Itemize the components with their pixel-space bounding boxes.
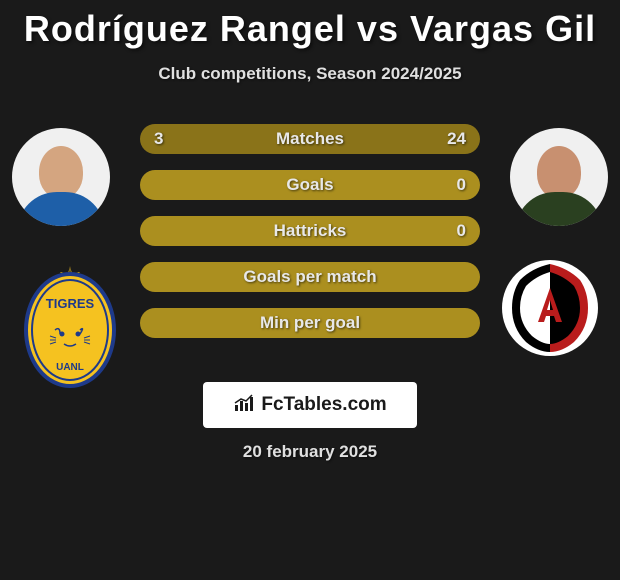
player-left-avatar: [12, 128, 110, 226]
stat-label: Matches: [276, 129, 344, 149]
comparison-subtitle: Club competitions, Season 2024/2025: [0, 64, 620, 84]
avatar-head: [39, 146, 83, 198]
stat-label: Hattricks: [274, 221, 347, 241]
stat-bar-hattricks: Hattricks 0: [140, 216, 480, 246]
svg-text:TIGRES: TIGRES: [46, 296, 95, 311]
stat-bar-matches: 3 Matches 24: [140, 124, 480, 154]
stat-right-value: 0: [457, 175, 466, 195]
stat-bar-goals-per-match: Goals per match: [140, 262, 480, 292]
stat-label: Min per goal: [260, 313, 360, 333]
avatar-head: [537, 146, 581, 198]
stat-right-value: 0: [457, 221, 466, 241]
avatar-body: [17, 192, 105, 226]
footer-brand-logo: FcTables.com: [203, 382, 417, 428]
stat-bar-min-per-goal: Min per goal: [140, 308, 480, 338]
stat-right-value: 24: [447, 129, 466, 149]
stat-left-value: 3: [154, 129, 163, 149]
comparison-title: Rodríguez Rangel vs Vargas Gil: [0, 0, 620, 50]
stat-bar-goals: Goals 0: [140, 170, 480, 200]
chart-icon: [233, 393, 257, 418]
stat-label: Goals per match: [243, 267, 376, 287]
club-right-logo: [500, 258, 600, 388]
club-left-logo: TIGRES UANL: [20, 258, 120, 388]
avatar-body: [515, 192, 603, 226]
stat-label: Goals: [286, 175, 333, 195]
player-right-avatar: [510, 128, 608, 226]
comparison-date: 20 february 2025: [243, 442, 377, 462]
stat-bars-container: 3 Matches 24 Goals 0 Hattricks 0 Goals p…: [140, 124, 480, 354]
svg-text:UANL: UANL: [56, 362, 84, 373]
footer-brand-text: FcTables.com: [261, 394, 386, 416]
